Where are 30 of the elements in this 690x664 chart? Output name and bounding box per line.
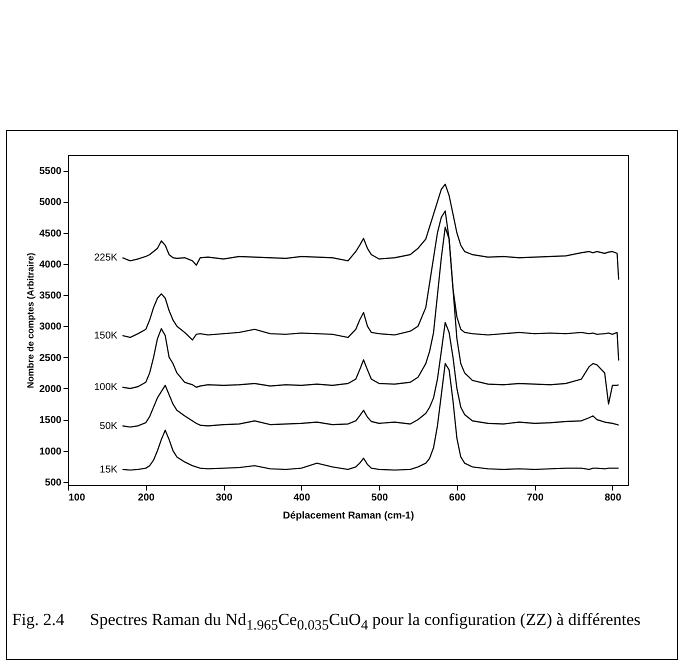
line-series	[122, 362, 620, 471]
y-tick-label: 2000	[39, 384, 62, 395]
y-tick-label: 5000	[39, 197, 62, 208]
series-label: 50K	[100, 420, 118, 432]
series-label: 100K	[94, 382, 118, 394]
x-tick-label: 600	[449, 492, 466, 504]
y-tick-label: 2500	[39, 352, 62, 364]
y-tick-label: 4500	[39, 228, 62, 240]
y-tick-label: 3500	[39, 290, 62, 302]
y-tick-label: 1500	[39, 415, 62, 426]
x-tick-label: 300	[216, 492, 233, 504]
x-tick-label: 800	[604, 492, 622, 504]
x-tick-label: 400	[293, 492, 311, 504]
series-label: 225K	[94, 252, 118, 264]
x-tick-label: 500	[371, 492, 388, 504]
series-label: 15K	[100, 464, 118, 476]
y-tick-label: 3000	[39, 322, 62, 333]
y-axis-title: Nombre de comptes (Arbitraire)	[25, 252, 36, 388]
line-series	[122, 322, 620, 428]
y-tick-label: 1000	[39, 446, 62, 458]
caption: Fig. 2.4 Spectres Raman du Nd$_{1.965}$Ce$_{0.035}$CuO$_{4}$ pour la configuration (ZZ) à différentes	[12, 610, 641, 634]
x-tick-label: 100	[68, 492, 86, 504]
y-tick-label: 5500	[39, 166, 62, 178]
x-tick-label: 700	[526, 492, 544, 504]
x-axis-title: Déplacement Raman (cm-1)	[282, 510, 414, 522]
line-series	[122, 184, 620, 280]
y-tick-label: 500	[44, 477, 62, 488]
x-tick-label: 200	[138, 492, 156, 504]
y-tick-label: 4000	[39, 259, 62, 270]
series-label: 150K	[94, 330, 118, 342]
